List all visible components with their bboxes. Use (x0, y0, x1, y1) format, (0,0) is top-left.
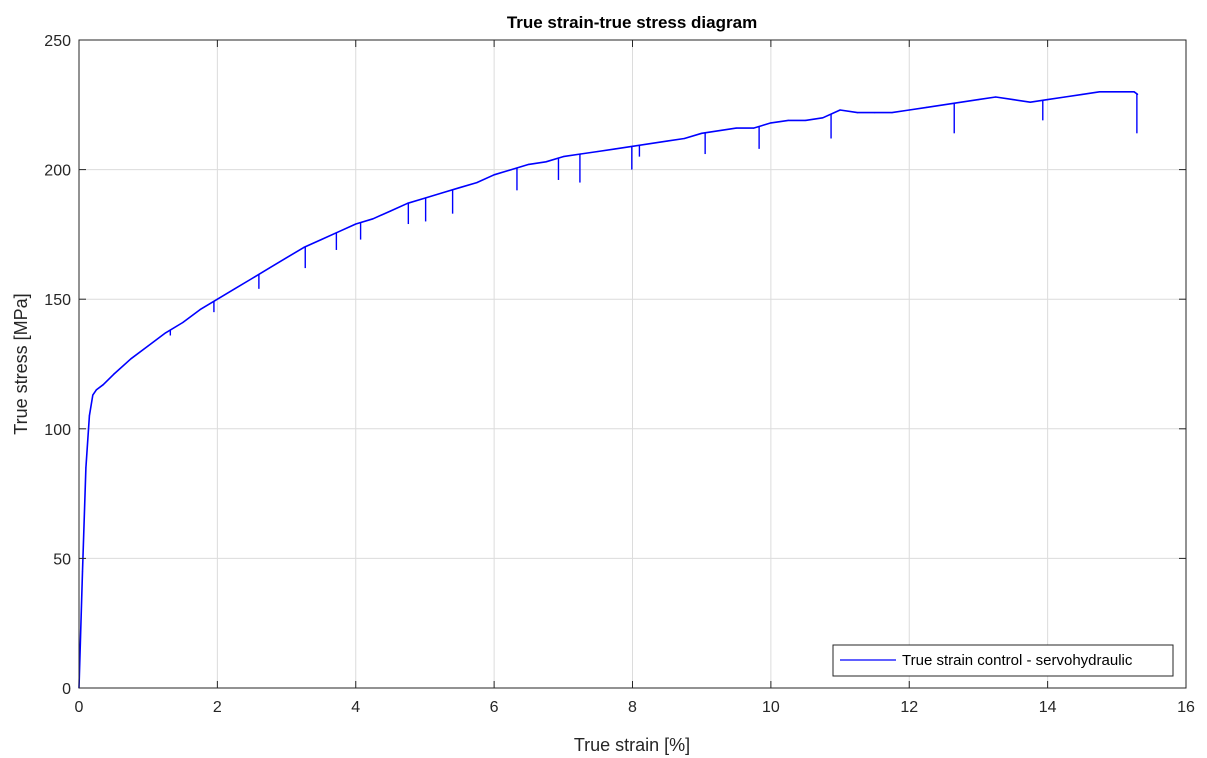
x-tick-label: 4 (351, 699, 360, 716)
series-point (960, 101, 962, 103)
series-point (614, 148, 616, 150)
x-tick-label: 10 (762, 699, 780, 716)
series-point (85, 467, 87, 469)
y-tick-label: 150 (44, 292, 71, 309)
x-tick-label: 2 (213, 699, 222, 716)
series-point (441, 192, 443, 194)
series-point (718, 130, 720, 132)
series-point (95, 389, 97, 391)
tick-labels: 0 2 4 6 8 10 12 14 16 0 50 100 150 200 250 (44, 33, 1195, 716)
series-point (891, 112, 893, 114)
x-tick-label: 14 (1039, 699, 1057, 716)
series-point (545, 161, 547, 163)
series-point (822, 117, 824, 119)
series-point (787, 119, 789, 121)
series-point (389, 210, 391, 212)
y-tick-label: 0 (62, 681, 71, 698)
series-point (925, 106, 928, 108)
y-tick-label: 100 (44, 422, 71, 439)
series-point (666, 140, 668, 142)
series-point (1047, 99, 1049, 101)
x-axis-label: True strain [%] (574, 735, 690, 755)
series-point (199, 309, 201, 311)
series-point (943, 104, 945, 106)
series-point (130, 358, 132, 360)
series-point (1012, 99, 1014, 101)
series-point (286, 257, 288, 259)
series-point (701, 132, 703, 134)
series-point (753, 127, 755, 129)
series-point (182, 321, 184, 324)
series-point (458, 187, 461, 189)
series-point (908, 109, 910, 111)
series-point (216, 298, 218, 300)
series-point (88, 415, 90, 417)
series-point (856, 112, 859, 114)
x-tick-label: 0 (75, 699, 84, 716)
series-point (649, 143, 651, 145)
y-tick-label: 250 (44, 33, 71, 50)
series-point (1081, 93, 1083, 95)
series-line (78, 91, 1139, 689)
series-point (303, 246, 305, 248)
series-point (839, 109, 841, 111)
series-point (977, 99, 980, 101)
legend-series-label: True strain control - servohydraulic (902, 652, 1133, 669)
series-point (355, 223, 357, 225)
series-point (234, 288, 236, 290)
series-point (1064, 96, 1066, 98)
series-point (92, 394, 94, 396)
series-point (510, 169, 512, 171)
series-point (1098, 91, 1101, 93)
series-point (476, 182, 478, 184)
x-tick-label: 6 (490, 699, 499, 716)
series-point (597, 150, 599, 153)
series-point (81, 570, 84, 573)
series-point (372, 218, 374, 220)
series-point (804, 119, 807, 121)
series-point (147, 345, 149, 347)
series-point (113, 373, 115, 375)
chart-title: True strain-true stress diagram (507, 13, 757, 32)
series-point (770, 122, 772, 124)
series-point (164, 332, 167, 334)
series-point (1116, 91, 1118, 93)
series-point (528, 163, 530, 165)
x-tick-label: 12 (900, 699, 918, 716)
series-point (268, 267, 270, 269)
y-tick-label: 200 (44, 163, 71, 180)
ticks (78, 39, 1187, 689)
series-point (1029, 101, 1031, 103)
series-point (683, 137, 686, 140)
y-axis-label: True stress [MPa] (11, 293, 31, 434)
series-point (562, 156, 564, 158)
legend: True strain control - servohydraulic (832, 644, 1174, 677)
series-point (874, 112, 876, 114)
series-point (320, 239, 322, 241)
series-point (251, 277, 253, 280)
series-point (493, 174, 495, 176)
y-tick-label: 50 (53, 551, 71, 568)
x-tick-label: 8 (628, 699, 637, 716)
series-point (995, 96, 997, 98)
series-layer (78, 91, 1139, 689)
x-tick-label: 16 (1177, 699, 1195, 716)
series-point (102, 384, 104, 386)
series-point (1133, 91, 1135, 93)
series-point (337, 231, 340, 233)
series-point (735, 127, 737, 129)
